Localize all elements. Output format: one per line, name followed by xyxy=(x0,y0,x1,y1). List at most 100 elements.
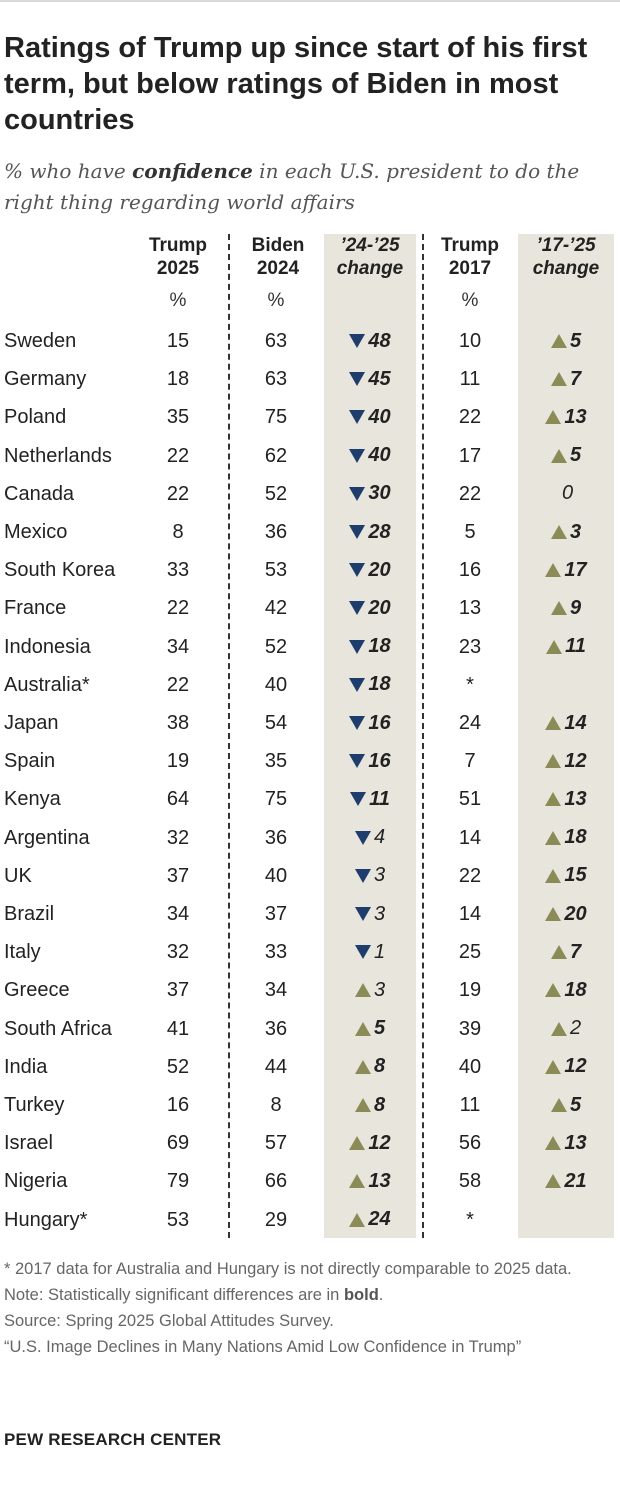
country-label: Canada xyxy=(4,482,75,505)
country-label: France xyxy=(4,597,67,620)
change-1725-cell-value: 5 xyxy=(569,444,582,467)
change-1725-cell-value: 0 xyxy=(561,482,574,505)
trump-2017-value: 56 xyxy=(458,1132,482,1155)
change-2425-cell-value: 3 xyxy=(373,978,386,1001)
change-1725-cell: 12 xyxy=(518,742,614,780)
trump-2017-value: 24 xyxy=(458,712,482,734)
change-2425-cell: 1 xyxy=(324,933,416,971)
table-row: Netherlands 22 62 40 17 5 xyxy=(0,437,620,475)
table-row: Germany 18 63 45 11 7 xyxy=(0,360,620,398)
header-change-2425-line1: ’24-’25 xyxy=(340,235,400,256)
down-triangle-icon xyxy=(354,830,371,845)
table-row: India 52 44 8 40 12 xyxy=(0,1048,620,1086)
change-2425-cell: 13 xyxy=(324,1162,416,1200)
header-biden-2024-line1: Biden xyxy=(251,235,305,256)
table-row: Australia* 22 40 18 * xyxy=(0,666,620,704)
change-1725-cell-value: 7 xyxy=(569,940,582,963)
change-1725-cell-value: 13 xyxy=(564,787,587,810)
trump-2017-value: 14 xyxy=(458,826,482,849)
up-triangle-icon xyxy=(349,1136,366,1151)
table-row: Hungary* 53 29 24 * xyxy=(0,1201,620,1239)
trump-2025-value: 22 xyxy=(166,482,190,505)
biden-2024-value: 8 xyxy=(270,1094,282,1116)
up-triangle-icon xyxy=(545,792,562,807)
subtitle-bold: confidence xyxy=(132,159,253,183)
down-triangle-icon xyxy=(349,372,366,387)
change-2425-cell: 20 xyxy=(324,551,416,589)
source-note: Source: Spring 2025 Global Attitudes Sur… xyxy=(4,1312,334,1330)
separator-left xyxy=(228,234,230,1238)
up-triangle-icon xyxy=(546,639,563,654)
country-label: Hungary* xyxy=(4,1208,88,1231)
change-2425-cell-value: 8 xyxy=(373,1055,386,1078)
biden-2024-value: 66 xyxy=(264,1170,288,1193)
change-1725-cell: 7 xyxy=(518,360,614,398)
change-2425-cell-value: 8 xyxy=(373,1093,386,1116)
change-1725-cell: 18 xyxy=(518,819,614,857)
change-1725-cell: 5 xyxy=(518,1086,614,1124)
biden-2024-value: 37 xyxy=(264,903,288,925)
change-2425-cell: 16 xyxy=(324,742,416,780)
biden-2024-value: 75 xyxy=(264,788,288,811)
table-row: Argentina 32 36 4 14 18 xyxy=(0,819,620,857)
country-label: Mexico xyxy=(4,521,68,543)
table-row: Sweden 15 63 48 10 5 xyxy=(0,322,620,360)
trump-2025-value: 16 xyxy=(166,1094,190,1116)
up-triangle-icon xyxy=(354,1059,371,1074)
header-change-2425: ’24-’25 change xyxy=(324,234,416,280)
table-row: Israel 69 57 12 56 13 xyxy=(0,1124,620,1162)
change-1725-cell: 17 xyxy=(518,551,614,589)
up-triangle-icon xyxy=(349,1212,366,1227)
change-2425-cell: 3 xyxy=(324,971,416,1009)
change-1725-cell: 0 xyxy=(518,475,614,513)
up-triangle-icon xyxy=(545,1136,562,1151)
biden-2024-value: 63 xyxy=(264,368,288,391)
country-label: Netherlands xyxy=(4,444,112,467)
up-triangle-icon xyxy=(545,868,562,883)
change-1725-cell-value: 13 xyxy=(564,1131,587,1154)
change-2425-cell-value: 18 xyxy=(368,635,391,658)
trump-2017-value: 13 xyxy=(458,597,482,620)
down-triangle-icon xyxy=(349,525,366,539)
change-2425-cell-value: 13 xyxy=(368,1169,391,1192)
change-1725-cell: 13 xyxy=(518,780,614,818)
change-1725-shade xyxy=(518,234,614,1238)
change-2425-cell: 30 xyxy=(324,475,416,513)
down-triangle-icon xyxy=(349,563,366,578)
pew-logo-text: PEW RESEARCH CENTER xyxy=(4,1430,222,1449)
change-1725-cell-value: 18 xyxy=(564,826,587,849)
up-triangle-icon xyxy=(354,983,371,998)
change-1725-cell-value: 12 xyxy=(564,1055,587,1078)
up-triangle-icon xyxy=(550,448,567,463)
change-1725-cell-value: 15 xyxy=(564,864,587,887)
change-2425-cell-value: 28 xyxy=(368,520,391,543)
change-1725-cell: 18 xyxy=(518,971,614,1009)
country-label: Brazil xyxy=(4,903,55,925)
trump-2017-value: 17 xyxy=(458,444,482,467)
change-2425-cell-value: 11 xyxy=(369,787,390,810)
up-triangle-icon xyxy=(545,983,562,998)
biden-2024-value: 40 xyxy=(264,864,288,887)
table-row: Italy 32 33 1 25 7 xyxy=(0,933,620,971)
table-row: Mexico 8 36 28 5 3 xyxy=(0,513,620,551)
change-1725-cell-value: 12 xyxy=(564,749,587,772)
down-triangle-icon xyxy=(349,639,366,654)
trump-2025-value: 32 xyxy=(166,826,190,849)
change-2425-cell: 28 xyxy=(324,513,416,551)
up-triangle-icon xyxy=(550,1098,567,1112)
change-1725-cell: 21 xyxy=(518,1162,614,1200)
change-1725-cell: 15 xyxy=(518,857,614,895)
trump-2017-value: 5 xyxy=(464,521,476,543)
change-2425-cell-value: 16 xyxy=(368,749,391,772)
biden-2024-value: 36 xyxy=(264,826,288,849)
change-2425-cell: 48 xyxy=(324,322,416,360)
change-1725-cell: 14 xyxy=(518,704,614,742)
change-2425-cell-value: 20 xyxy=(368,596,391,619)
change-1725-cell-value: 17 xyxy=(564,558,587,581)
country-label: UK xyxy=(4,864,32,887)
biden-2024-value: 34 xyxy=(264,979,288,1002)
country-label: Kenya xyxy=(4,788,61,811)
country-label: Spain xyxy=(4,750,56,773)
table-row: Brazil 34 37 3 14 20 xyxy=(0,895,620,933)
biden-2024-value: 75 xyxy=(264,406,288,429)
